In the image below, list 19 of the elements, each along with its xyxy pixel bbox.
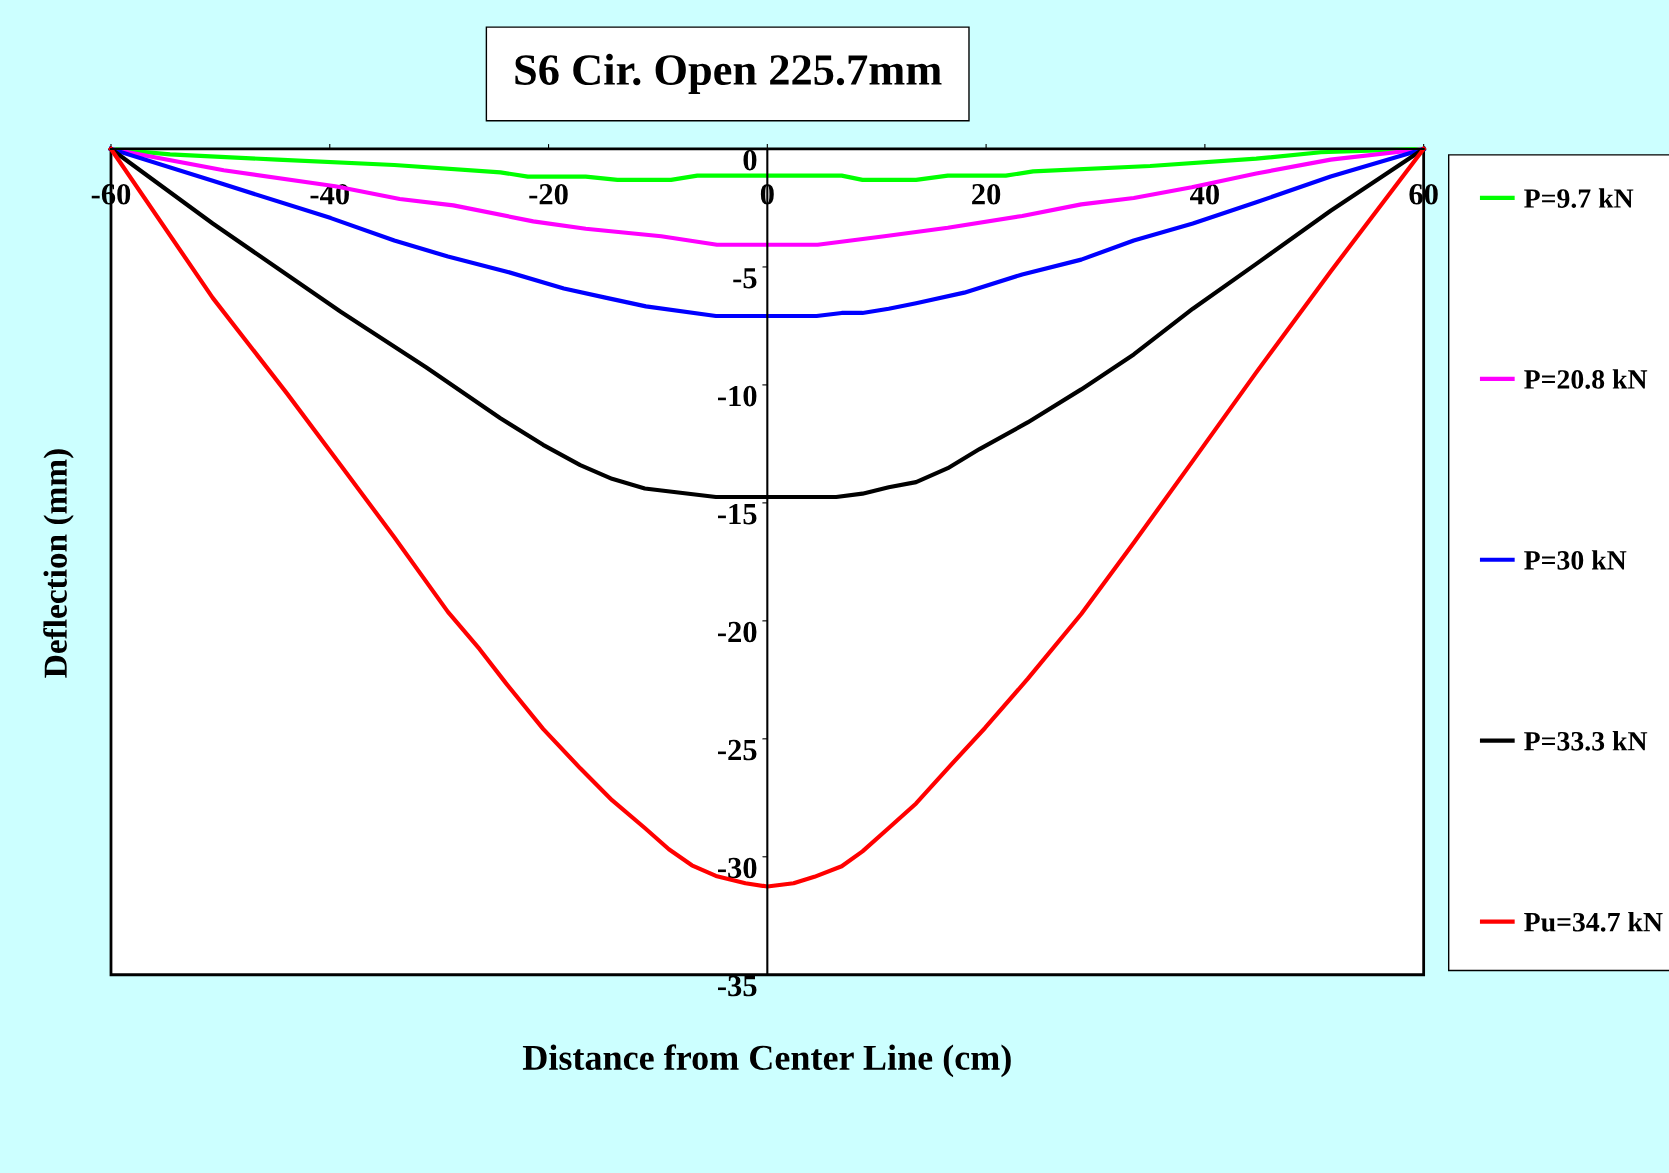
legend-label: P=9.7 kN bbox=[1524, 188, 1634, 209]
y-tick-label: -25 bbox=[717, 739, 757, 761]
legend-label: P=33.3 kN bbox=[1524, 731, 1648, 751]
y-tick-label: -15 bbox=[717, 503, 757, 525]
y-tick-label: -5 bbox=[733, 268, 757, 289]
legend-label: P=30 kN bbox=[1524, 550, 1627, 570]
y-tick-label: -30 bbox=[717, 857, 757, 879]
y-tick-label: -10 bbox=[717, 385, 757, 407]
x-tick-label: -20 bbox=[529, 183, 568, 205]
y-tick-label: -20 bbox=[717, 621, 757, 643]
x-axis-title: Distance from Center Line (cm) bbox=[522, 1044, 1011, 1078]
y-axis-title: Deflection (mm) bbox=[43, 449, 74, 678]
chart-title: S6 Cir. Open 225.7mm bbox=[515, 53, 942, 95]
y-tick-label: 0 bbox=[743, 149, 757, 171]
legend-label: P=20.8 kN bbox=[1524, 369, 1648, 389]
x-tick-label: 40 bbox=[1190, 183, 1219, 205]
y-tick-label: -35 bbox=[717, 975, 757, 997]
x-tick-label: 20 bbox=[972, 183, 1001, 205]
legend-label: Pu=34.7 kN bbox=[1524, 912, 1663, 932]
